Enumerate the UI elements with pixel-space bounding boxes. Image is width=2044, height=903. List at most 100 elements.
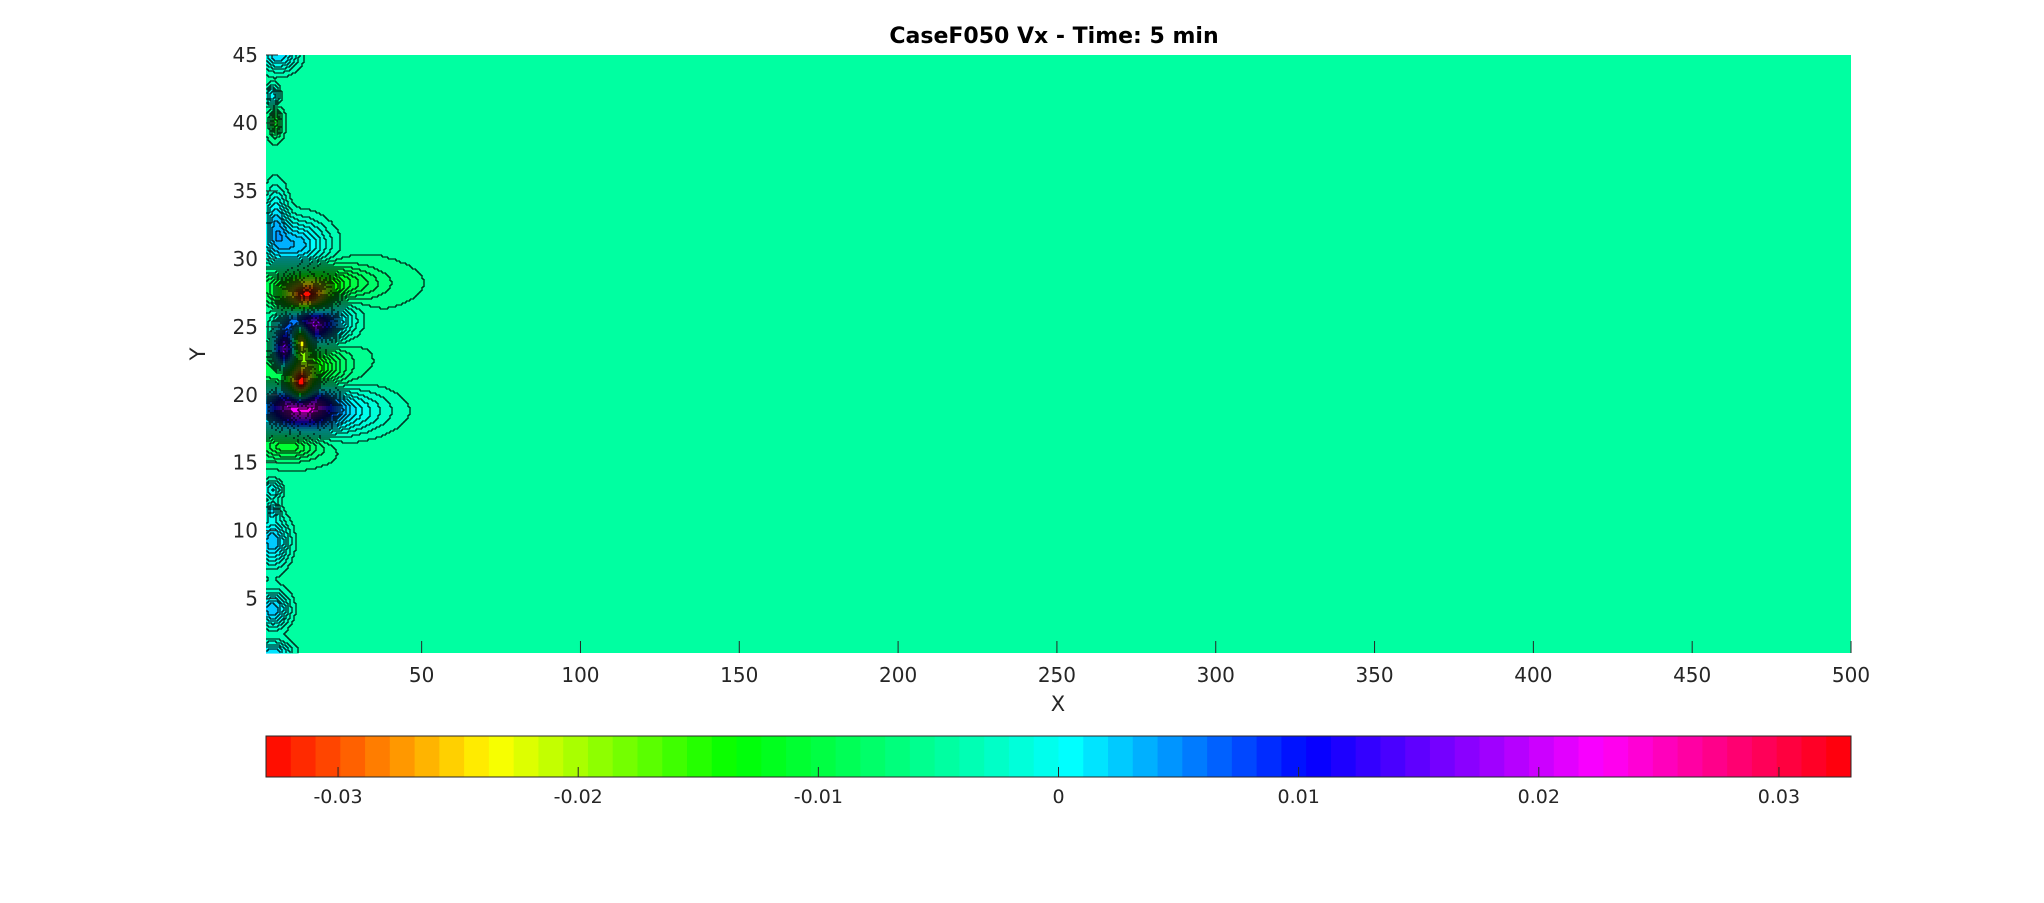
contour-cell <box>346 409 351 412</box>
contour-cell <box>284 619 289 622</box>
contour-cell <box>322 401 325 404</box>
contour-cell <box>266 493 271 496</box>
contour-cell <box>340 287 345 290</box>
contour-cell <box>312 281 317 284</box>
contour-cell <box>304 241 311 244</box>
contour-cell <box>324 401 327 404</box>
contour-cell <box>286 529 291 532</box>
contour-cell <box>274 333 277 336</box>
contour-cell <box>342 413 347 416</box>
contour-cell <box>278 353 281 356</box>
contour-cell <box>270 485 275 488</box>
contour-cell <box>392 407 411 410</box>
contour-cell <box>268 649 279 652</box>
contour-cell <box>346 337 355 340</box>
contour-cell <box>296 303 299 306</box>
contour-cell <box>302 279 317 282</box>
contour-cell <box>274 347 277 350</box>
contour-cell <box>288 537 293 540</box>
contour-cell <box>374 275 389 278</box>
contour-cell <box>272 281 277 284</box>
contour-cell <box>296 401 301 404</box>
contour-cell <box>284 385 287 388</box>
contour-cell <box>280 621 285 624</box>
contour-cell <box>386 273 421 276</box>
contour-cell <box>288 381 291 384</box>
contour-cell <box>320 323 323 326</box>
contour-cell <box>302 423 307 426</box>
contour-cell <box>304 387 307 390</box>
contour-cell <box>316 441 325 444</box>
contour-cell <box>344 325 349 328</box>
contour-cell <box>282 331 285 334</box>
contour-cell <box>300 375 303 378</box>
contour-cell <box>294 393 297 396</box>
contour-cell <box>270 85 277 88</box>
contour-cell <box>266 251 271 254</box>
contour-cell <box>344 331 349 334</box>
contour-cell <box>284 525 289 528</box>
contour-cell <box>298 339 301 342</box>
contour-cell <box>316 299 319 302</box>
contour-cell <box>324 295 327 298</box>
contour-cell <box>300 355 303 358</box>
contour-cell <box>316 449 325 452</box>
contour-cell <box>290 303 293 306</box>
contour-cell <box>292 267 305 270</box>
contour-cell <box>340 409 345 412</box>
contour-cell <box>292 539 297 542</box>
contour-cell <box>318 295 321 298</box>
contour-cell <box>350 407 357 410</box>
contour-cell <box>338 423 343 426</box>
contour-cell <box>324 403 327 406</box>
contour-cell <box>316 411 319 414</box>
contour-cell <box>266 549 279 552</box>
contour-cell <box>340 327 343 330</box>
contour-cell <box>266 547 269 550</box>
contour-cell <box>296 283 299 286</box>
contour-cell <box>338 293 343 296</box>
contour-cell <box>280 603 283 606</box>
contour-cell <box>290 291 293 294</box>
contour-cell <box>326 247 333 250</box>
contour-cell <box>308 329 311 332</box>
contour-cell <box>300 353 307 356</box>
contour-cell <box>392 281 425 284</box>
contour-cell <box>340 359 347 362</box>
contour-cell <box>310 311 315 314</box>
contour-cell <box>276 423 281 426</box>
contour-cell <box>270 129 273 132</box>
contour-cell <box>266 423 271 426</box>
contour-cell <box>268 87 271 90</box>
contour-cell <box>274 441 299 444</box>
contour-cell <box>284 411 287 414</box>
contour-cell <box>330 333 333 336</box>
contour-cell <box>296 443 303 446</box>
y-tick-label: 45 <box>233 43 258 67</box>
contour-cell <box>304 447 311 450</box>
contour-cell <box>282 651 287 654</box>
contour-cell <box>268 333 271 336</box>
contour-cell <box>280 231 285 234</box>
contour-cell <box>296 377 299 380</box>
contour-cell <box>268 225 271 228</box>
contour-cell <box>346 425 355 428</box>
contour-cell <box>288 395 291 398</box>
colorbar-swatch <box>1702 736 1728 777</box>
contour-cell <box>300 317 303 320</box>
contour-cell <box>278 609 281 612</box>
contour-cell <box>392 283 425 286</box>
contour-cell <box>348 403 353 406</box>
contour-cell <box>286 61 291 64</box>
contour-cell <box>330 405 333 408</box>
contour-cell <box>270 513 277 516</box>
contour-cell <box>370 423 385 426</box>
contour-cell <box>286 235 297 238</box>
contour-cell <box>280 531 285 534</box>
contour-cell <box>290 359 293 362</box>
contour-cell <box>266 619 269 622</box>
contour-cell <box>332 411 335 414</box>
contour-cell <box>346 333 353 336</box>
contour-cell <box>324 235 331 238</box>
contour-cell <box>278 131 281 134</box>
